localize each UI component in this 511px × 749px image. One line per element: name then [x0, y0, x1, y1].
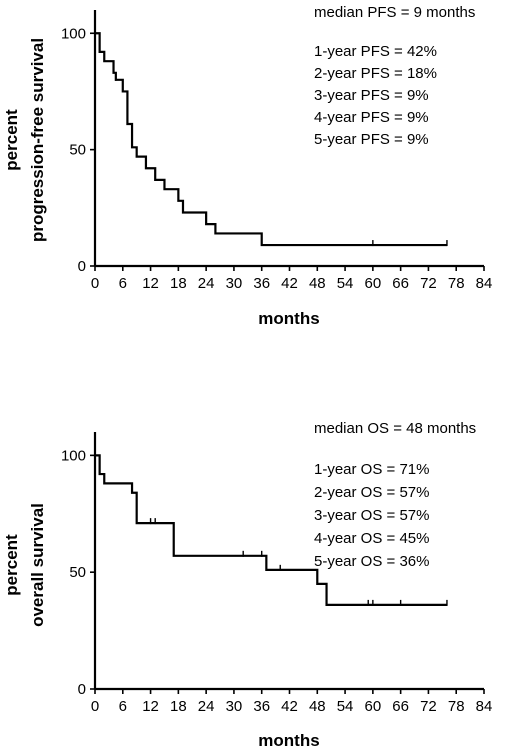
pfs-xlabel: months	[258, 309, 319, 328]
pfs-x-tick-label: 72	[420, 275, 437, 292]
pfs-rate-3: 3-year PFS = 9%	[314, 87, 429, 104]
pfs-plot-marks: 0 6 12 18 24 30 36 42 48 54 60 66 72 78 84 0 50 100	[61, 10, 492, 292]
os-x-tick-label: 6	[119, 698, 127, 715]
os-x-tick-label: 24	[198, 698, 215, 715]
os-x-tick-label: 36	[253, 698, 270, 715]
pfs-x-tick-label: 78	[448, 275, 465, 292]
os-rate-5: 5-year OS = 36%	[314, 553, 429, 570]
pfs-chart: 0 6 12 18 24 30 36 42 48 54 60 66 72 78 84 0 50 100 perce…	[2, 4, 492, 328]
pfs-x-tick-label: 42	[281, 275, 298, 292]
pfs-x-tick-label: 84	[476, 275, 493, 292]
pfs-ylabel-line1: percent	[2, 109, 21, 171]
pfs-y-tick-label: 50	[69, 142, 86, 159]
pfs-x-tick-label: 30	[226, 275, 243, 292]
pfs-x-tick-label: 12	[142, 275, 159, 292]
pfs-median-annotation: median PFS = 9 months	[314, 4, 475, 21]
pfs-survival-curve	[95, 32, 447, 247]
os-x-tick-label: 72	[420, 698, 437, 715]
os-ylabel-line1: percent	[2, 534, 21, 596]
pfs-rate-5: 5-year PFS = 9%	[314, 131, 429, 148]
os-x-tick-label: 18	[170, 698, 187, 715]
os-x-tick-label: 66	[392, 698, 409, 715]
os-x-tick-label: 84	[476, 698, 493, 715]
pfs-x-tick-label: 24	[198, 275, 215, 292]
pfs-x-tick-label: 60	[365, 275, 382, 292]
os-x-tick-label: 78	[448, 698, 465, 715]
os-y-tick-label: 100	[61, 447, 86, 464]
pfs-x-tick-label: 48	[309, 275, 326, 292]
os-x-tick-label: 12	[142, 698, 159, 715]
os-rate-3: 3-year OS = 57%	[314, 507, 429, 524]
os-median-annotation: median OS = 48 months	[314, 420, 476, 437]
os-rate-1: 1-year OS = 71%	[314, 461, 429, 478]
os-ylabel-line2: overall survival	[28, 503, 47, 627]
pfs-x-tick-label: 66	[392, 275, 409, 292]
os-x-tick-label: 42	[281, 698, 298, 715]
pfs-x-tick-label: 54	[337, 275, 354, 292]
pfs-x-tick-label: 0	[91, 275, 99, 292]
pfs-rate-1: 1-year PFS = 42%	[314, 43, 437, 60]
pfs-x-tick-label: 36	[253, 275, 270, 292]
pfs-x-tick-label: 18	[170, 275, 187, 292]
os-x-tick-label: 0	[91, 698, 99, 715]
os-y-tick-label: 50	[69, 564, 86, 581]
os-x-tick-label: 30	[226, 698, 243, 715]
pfs-y-tick-label: 0	[78, 258, 86, 275]
pfs-rate-4: 4-year PFS = 9%	[314, 109, 429, 126]
os-chart: 0 6 12 18 24 30 36 42 48 54 60 66 72 78 84 0 50 100 perce…	[2, 420, 492, 749]
pfs-rate-2: 2-year PFS = 18%	[314, 65, 437, 82]
os-plot-marks: 0 6 12 18 24 30 36 42 48 54 60 66 72 78 84 0 50 100	[61, 432, 492, 715]
os-x-tick-label: 48	[309, 698, 326, 715]
os-x-tick-label: 54	[337, 698, 354, 715]
pfs-y-tick-label: 100	[61, 25, 86, 42]
os-rate-2: 2-year OS = 57%	[314, 484, 429, 501]
os-y-tick-label: 0	[78, 681, 86, 698]
os-rate-4: 4-year OS = 45%	[314, 530, 429, 547]
pfs-ylabel-line2: progression-free survival	[28, 38, 47, 242]
os-x-tick-label: 60	[365, 698, 382, 715]
os-xlabel: months	[258, 731, 319, 749]
pfs-x-tick-label: 6	[119, 275, 127, 292]
